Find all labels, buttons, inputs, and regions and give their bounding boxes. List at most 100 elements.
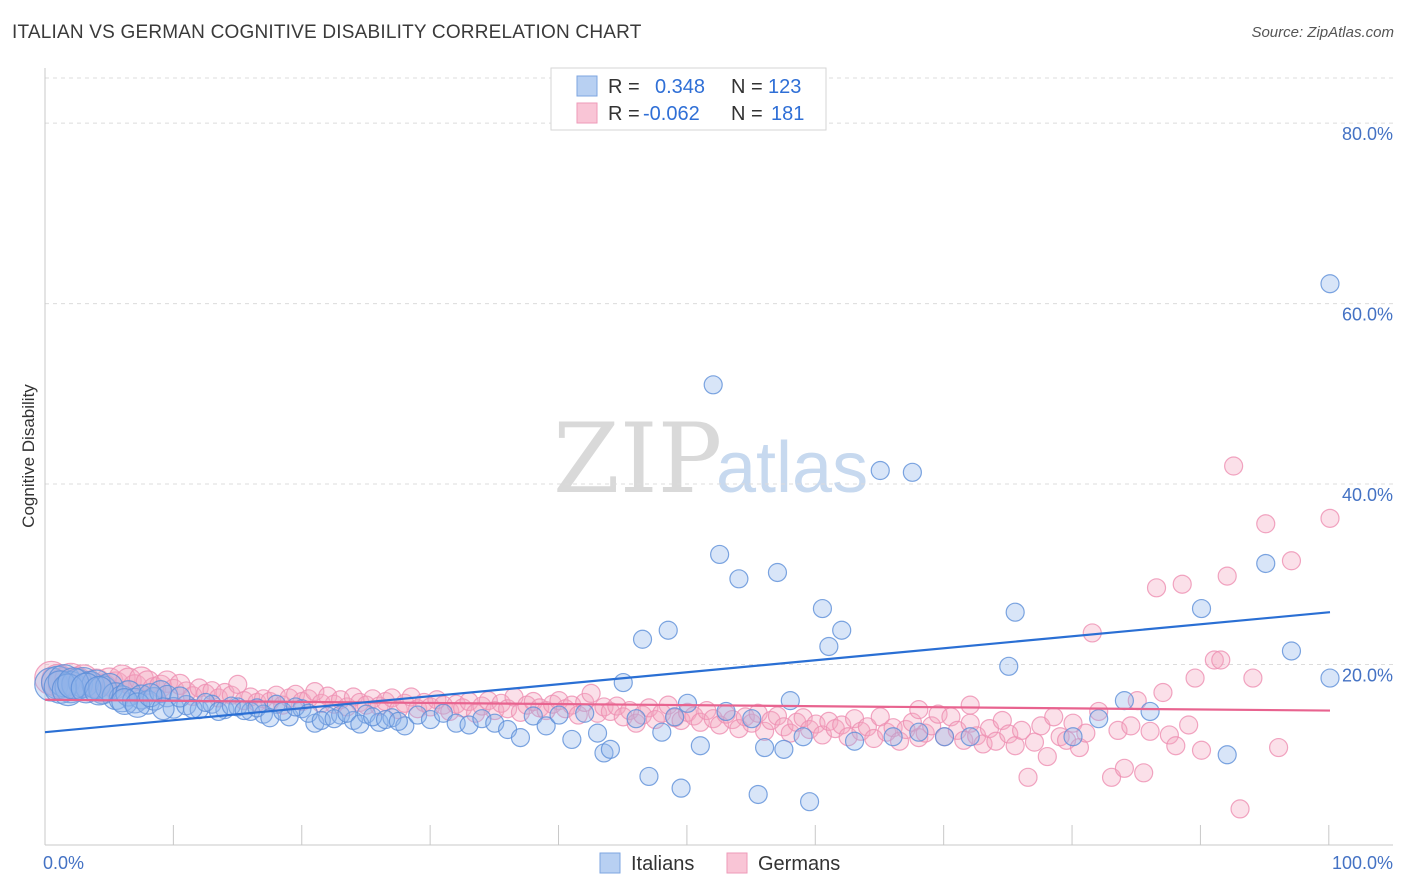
italians-point: [716, 701, 736, 722]
italians-point: [613, 672, 633, 693]
germans-point: [1204, 650, 1224, 670]
legend-swatch-germans: [576, 102, 598, 124]
italians-point: [151, 697, 175, 721]
legend-germans-r-value: -0.062: [643, 103, 700, 125]
bottom-legend-germans: Germans: [758, 853, 840, 875]
germans-point: [1114, 758, 1135, 778]
italians-point: [1114, 691, 1135, 711]
germans-point: [1166, 736, 1186, 756]
germans-point: [1146, 578, 1167, 598]
italians-point: [536, 716, 556, 736]
italians-point: [832, 620, 852, 640]
x-tick-labels: 0.0% 100.0%: [43, 853, 1393, 873]
germans-point: [1191, 740, 1212, 760]
italians-point: [658, 620, 678, 640]
germans-point: [1320, 508, 1340, 528]
x-tick-label-100: 100.0%: [1332, 853, 1393, 873]
italians-point: [793, 727, 813, 747]
italians-point: [870, 460, 890, 481]
legend: R = 0.348 N = 123 R = -0.062 N = 181: [550, 67, 827, 131]
germans-point: [581, 683, 601, 704]
italians-point: [1063, 727, 1083, 747]
italians-point: [84, 675, 114, 706]
germans-point: [1134, 763, 1154, 783]
italians-point: [330, 705, 351, 725]
italians-point: [433, 703, 453, 723]
germans-point: [1037, 746, 1057, 767]
germans-point: [1140, 721, 1160, 741]
x-tick-label-0: 0.0%: [43, 853, 84, 873]
italians-point: [690, 736, 710, 756]
italians-point: [1320, 668, 1340, 688]
germans-point: [909, 700, 929, 720]
italians-point: [774, 739, 794, 759]
germans-point: [228, 674, 248, 694]
germans-point: [1044, 707, 1064, 727]
italians-point: [562, 729, 582, 750]
italians-point: [812, 598, 833, 619]
italians-point: [909, 722, 929, 742]
italians-point: [575, 703, 595, 723]
italians-point: [594, 743, 614, 763]
axes: [44, 68, 1393, 846]
germans-point: [729, 718, 749, 739]
italians-point: [799, 792, 820, 812]
germans-point: [1159, 725, 1179, 745]
y-tick-label-80: 80.0%: [1342, 124, 1393, 144]
germans-point: [1281, 551, 1302, 571]
germans-point: [1230, 799, 1250, 819]
italians-point: [1005, 602, 1025, 622]
chart-source: Source: ZipAtlas.com: [1251, 24, 1394, 41]
italians-point: [1320, 274, 1340, 294]
italians-point: [819, 636, 839, 657]
legend-germans-n-label: N =: [731, 103, 763, 125]
germans-point: [1243, 668, 1263, 688]
germans-point: [639, 698, 659, 718]
italians-point: [1140, 701, 1160, 722]
italians-point: [703, 375, 723, 395]
germans-point: [1063, 713, 1083, 733]
germans-point: [1153, 682, 1173, 703]
germans-point: [857, 717, 878, 737]
y-tick-labels: 20.0% 40.0% 60.0% 80.0%: [1342, 124, 1393, 685]
italians-point: [510, 728, 531, 748]
italians-point: [587, 723, 608, 743]
legend-italians-n-label: N =: [731, 76, 763, 98]
italians-point: [767, 562, 788, 583]
italians-point: [902, 462, 922, 482]
italians-point: [1256, 553, 1276, 574]
legend-germans-r-label: R =: [608, 103, 640, 125]
italians-point: [844, 731, 865, 751]
italians-point: [748, 784, 768, 805]
bottom-legend-italians: Italians: [631, 853, 694, 875]
italians-point: [665, 707, 685, 727]
germans-point: [1185, 668, 1205, 688]
germans-point: [780, 723, 800, 743]
germans-point: [1108, 720, 1128, 741]
legend-italians-n-value: 123: [768, 76, 801, 98]
watermark-atlas: atlas: [716, 428, 868, 508]
italians-trend-line: [44, 611, 1331, 734]
italians-point: [70, 672, 102, 704]
germans-point: [568, 705, 588, 725]
italians-point: [632, 629, 653, 649]
y-tick-label-60: 60.0%: [1342, 305, 1393, 325]
italians-point: [408, 705, 428, 725]
italians-point: [671, 778, 691, 798]
germans-point: [305, 681, 325, 702]
italians-point: [754, 737, 775, 758]
y-axis-label: Cognitive Disability: [19, 384, 38, 528]
germans-point: [1211, 650, 1231, 670]
italians-point: [710, 544, 730, 565]
germans-point: [754, 721, 775, 741]
italians-point: [742, 709, 762, 729]
germans-point: [1172, 574, 1192, 594]
italians-point: [324, 709, 344, 729]
germans-point: [632, 705, 653, 725]
legend-germans-n-value: 181: [771, 103, 804, 125]
italians-point: [124, 692, 151, 718]
legend-italians-r-value: 0.348: [655, 76, 705, 98]
germans-point: [960, 695, 980, 715]
germans-point: [1011, 720, 1032, 741]
